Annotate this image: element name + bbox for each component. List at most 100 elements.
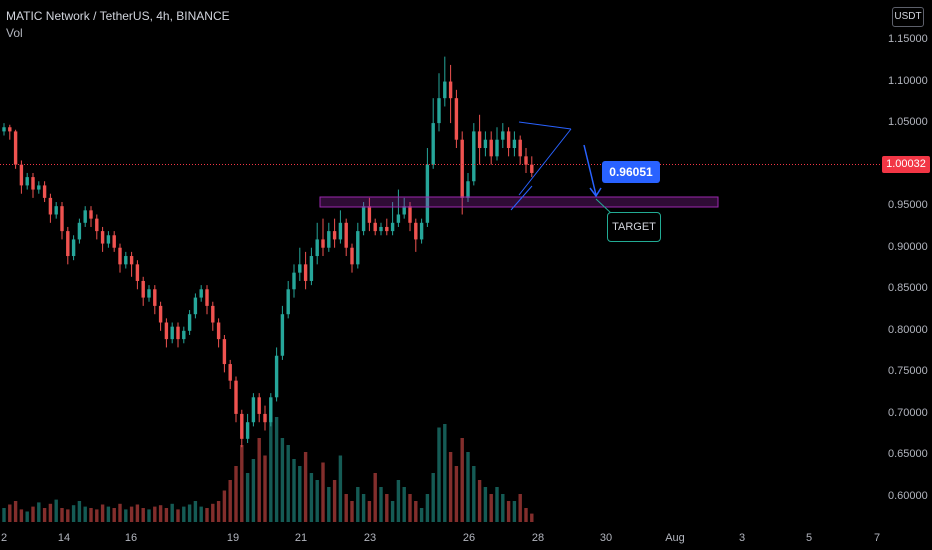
candle-body [274,355,279,398]
candle [124,251,128,269]
candle-body [77,222,82,240]
candle-body [13,131,18,165]
volume-bar [71,505,76,522]
candles [2,56,534,448]
candle [443,56,447,107]
volume-bar [280,438,285,522]
volume-bar [89,508,93,522]
volume-bar [216,501,221,522]
candle [524,148,528,173]
volume-bar [135,504,140,522]
candle-body [193,297,198,315]
candle [396,189,401,227]
volume-bar [512,501,517,522]
candle-body [408,206,412,223]
candle [460,131,464,215]
candle [83,206,87,227]
volume-bar [390,501,395,522]
volume-bar [506,501,511,522]
volume-bar [315,480,319,522]
volume-bar [158,505,163,522]
candle [501,123,505,149]
candle [147,285,151,302]
volume-bar [187,504,192,522]
candle [530,156,534,178]
candle-body [141,280,145,298]
candle-body [71,239,76,257]
candle-body [228,364,232,381]
volume-bars [2,410,534,522]
volume-bar [414,501,418,522]
candle [350,243,354,273]
candle-body [124,256,128,265]
candle-body [512,139,517,149]
candle-body [402,206,406,215]
price-callout[interactable]: 0.96051 [602,161,660,183]
volume-bar [443,424,447,522]
candle [321,218,325,257]
candle-body [286,289,290,315]
candle [2,123,6,136]
candle [118,243,122,273]
volume-bar [193,501,198,522]
time-scale-label: 7 [873,532,881,544]
candle [71,235,76,261]
volume-bar [153,506,157,522]
target-label[interactable]: TARGET [607,212,661,242]
time-scale-label: Aug [665,532,685,544]
volume-bar [112,508,116,522]
candle [95,214,99,240]
candle [286,280,290,319]
price-scale-label: 1.10000 [888,74,928,87]
candle [211,301,215,331]
candle [42,181,47,203]
time-scale-label: 3 [738,532,746,544]
candle [176,322,180,348]
volume-indicator-label[interactable]: Vol [6,26,23,40]
candle [489,131,493,165]
candle-body [129,256,134,265]
candle [48,193,53,223]
volume-bar [251,459,256,522]
candle [425,148,430,227]
time-scale-label: 26 [462,532,476,544]
candle [373,218,377,236]
candle-body [2,127,6,132]
candle-body [303,264,308,281]
candle-body [506,131,511,149]
candle [205,285,209,315]
candle-body [280,314,285,356]
volume-bar [437,427,441,522]
volume-bar [321,462,325,522]
candle-body [199,289,203,298]
currency-button[interactable]: USDT [892,7,924,27]
volume-bar [495,487,499,522]
candle [477,114,482,165]
candle [158,301,163,331]
time-scale-label: 14 [57,532,71,544]
time-scale-label: 21 [294,532,308,544]
volume-bar [124,509,128,522]
volume-bar [274,417,279,522]
candle [437,73,441,132]
candle [164,318,169,348]
candle-body [332,231,337,240]
candle-body [83,210,87,223]
candle [303,251,308,290]
candle-body [385,226,389,232]
candle [37,181,41,194]
volume-bar [431,473,435,522]
triangle-pattern [510,121,572,211]
candle-body [211,305,215,323]
volume-bar [19,509,24,522]
volume-bar [518,494,522,522]
candle [54,202,58,219]
volume-bar [8,504,12,522]
volume-bar [373,473,377,522]
volume-bar [77,501,82,522]
candle-body [8,127,12,132]
candle-body [460,139,464,198]
candle [222,334,227,373]
candle-body [524,156,528,165]
